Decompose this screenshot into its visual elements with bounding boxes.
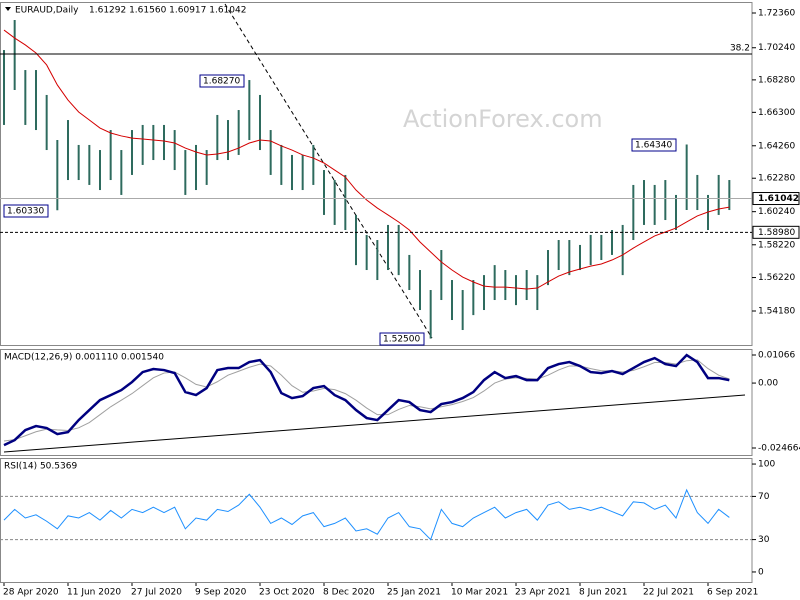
panel-frame	[0, 349, 753, 456]
y-tick-label: 1.70240	[758, 43, 795, 53]
panel-frame	[0, 2, 753, 346]
y-tick-label: 1.66300	[758, 108, 795, 118]
price-label-box	[752, 225, 800, 239]
chart-title: EURAUD,Daily	[15, 6, 79, 16]
trend-line	[224, 3, 433, 339]
annotation-box	[379, 332, 425, 346]
y-tick-label: 0.00	[758, 379, 778, 389]
x-tick-label: 28 Apr 2020	[3, 588, 59, 598]
panel-title: MACD(12,26,9) 0.001110 0.001540	[4, 353, 164, 363]
indicator-line	[3, 488, 730, 541]
x-tick-label: 9 Sep 2020	[195, 588, 247, 598]
y-tick-label: -0.024664	[758, 444, 800, 454]
annotation: 1.60330	[7, 207, 44, 217]
x-tick-label: 8 Jun 2021	[579, 588, 627, 598]
price-label-box	[752, 192, 800, 206]
y-tick-label: 1.68280	[758, 75, 795, 85]
y-tick-label: 0.01066	[758, 351, 795, 361]
x-tick-label: 23 Apr 2021	[515, 588, 571, 598]
indicator-line	[3, 353, 730, 447]
macd-trend-line	[3, 394, 746, 453]
chart-subtitle: 1.61292 1.61560 1.60917 1.61042	[89, 6, 246, 16]
x-tick-label: 23 Oct 2020	[259, 588, 315, 598]
title-marker	[5, 7, 11, 11]
x-tick-label: 25 Jan 2021	[387, 588, 441, 598]
y-tick-label: 70	[758, 492, 770, 502]
y-tick-label: 1.64260	[758, 141, 795, 151]
x-tick-label: 6 Sep 2021	[707, 588, 758, 598]
y-tick-label: 1.56220	[758, 273, 795, 283]
moving-average	[3, 29, 730, 290]
fib-label: 38.2	[730, 43, 750, 53]
annotation: 1.64340	[635, 141, 672, 151]
price-label: 1.58980	[758, 228, 795, 238]
annotation-box	[3, 204, 49, 218]
y-tick-label: 1.62280	[758, 174, 795, 184]
panel-title: RSI(14) 50.5369	[4, 462, 77, 472]
x-tick-label: 8 Dec 2020	[323, 588, 375, 598]
y-tick-label: 1.58220	[758, 240, 795, 250]
annotation: 1.52500	[383, 335, 420, 345]
annotation-box	[631, 138, 677, 152]
x-tick-label: 22 Jul 2021	[643, 588, 694, 598]
y-tick-label: 100	[758, 460, 775, 470]
y-tick-label: 1.54180	[758, 307, 795, 317]
annotation-box	[199, 74, 245, 88]
x-tick-label: 10 Mar 2021	[451, 588, 508, 598]
y-tick-label: 30	[758, 535, 770, 545]
x-tick-label: 27 Jul 2020	[131, 588, 182, 598]
annotation: 1.68270	[203, 77, 240, 87]
price-label: 1.61042	[758, 194, 799, 204]
y-tick-label: 0	[758, 567, 764, 577]
panel-frame	[0, 458, 753, 583]
watermark: ActionForex.com	[403, 105, 603, 133]
x-tick-label: 11 Jun 2020	[67, 588, 121, 598]
y-tick-label: 1.72360	[758, 8, 795, 18]
y-tick-label: 1.60240	[758, 207, 795, 217]
